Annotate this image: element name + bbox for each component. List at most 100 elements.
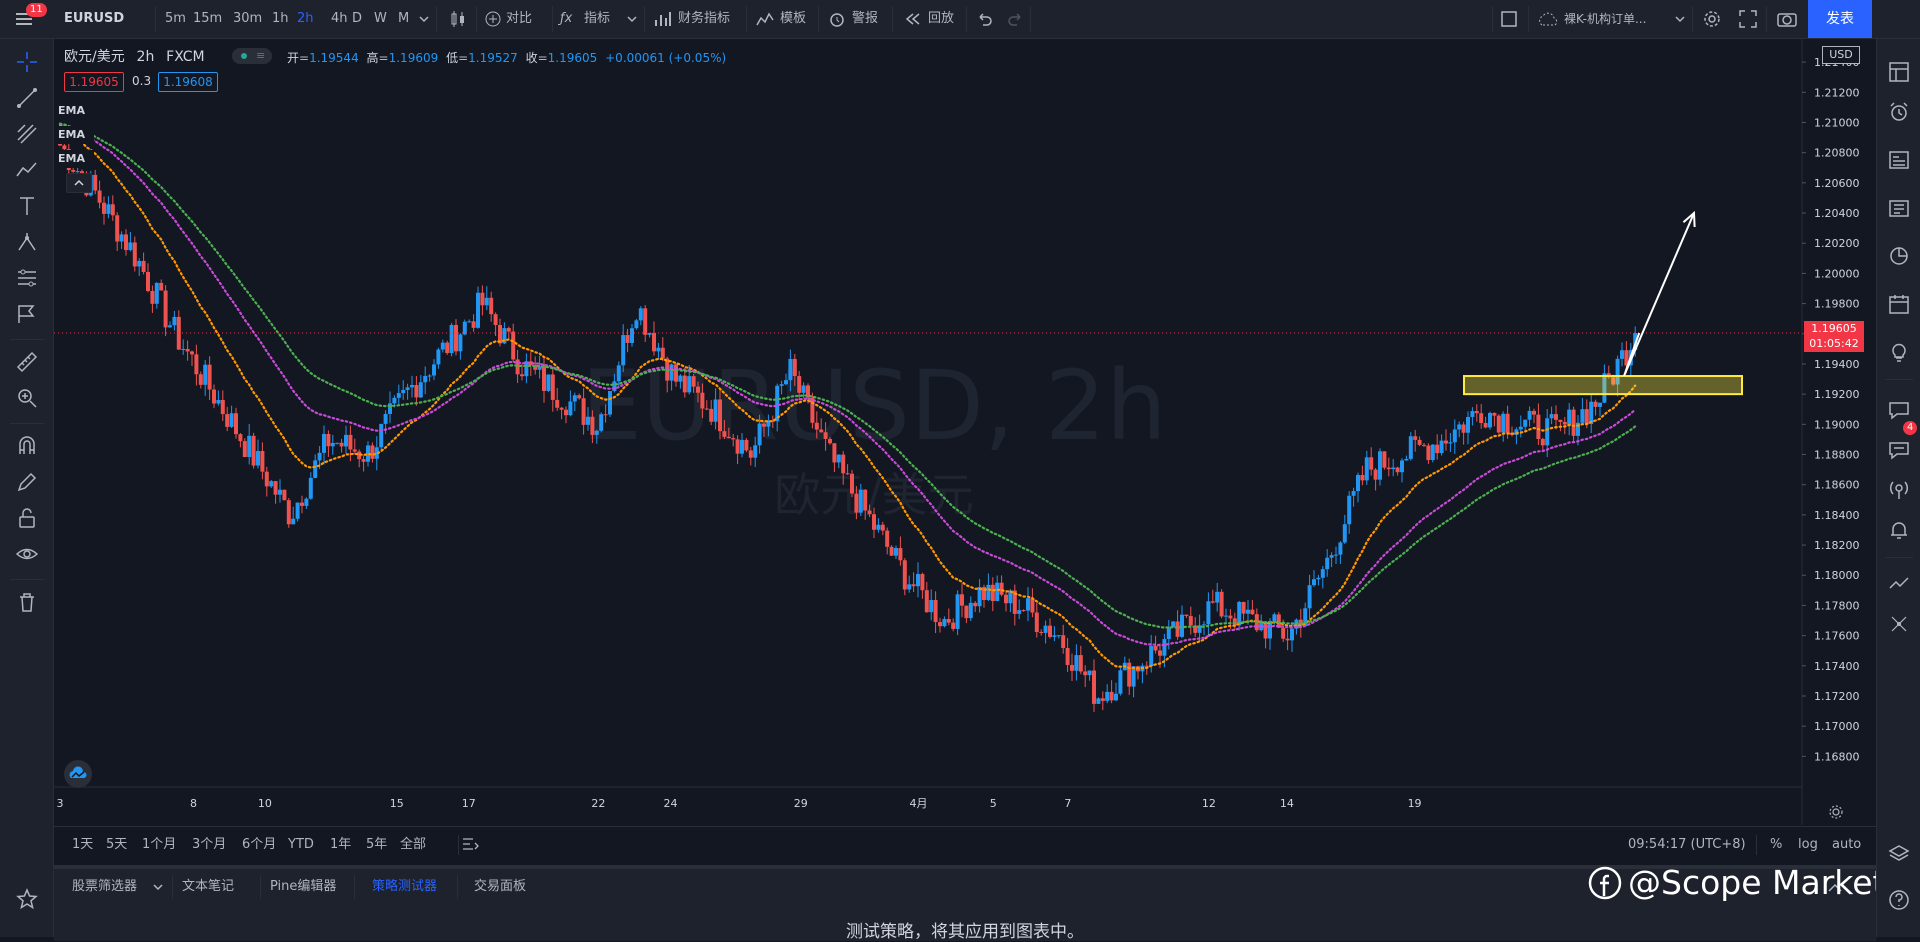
interval-m-button[interactable]: M bbox=[398, 11, 410, 26]
redo-button[interactable] bbox=[1006, 10, 1024, 28]
alerts-panel-button[interactable] bbox=[1884, 97, 1914, 127]
candle-body bbox=[1369, 457, 1374, 470]
toolbar-divider bbox=[10, 339, 44, 340]
chart-logo-button[interactable] bbox=[64, 760, 92, 788]
range-4-button[interactable]: 6个月 bbox=[242, 837, 277, 852]
ema-legend-2[interactable]: EMA bbox=[58, 126, 94, 144]
crosshair-tool[interactable] bbox=[12, 47, 42, 77]
percent-scale-toggle[interactable]: % bbox=[1770, 837, 1783, 852]
interval-4h-button[interactable]: 4h bbox=[331, 11, 348, 26]
interval-5m-button[interactable]: 5m bbox=[165, 11, 186, 26]
interval-2h-button[interactable]: 2h bbox=[297, 11, 314, 26]
range-8-button[interactable]: 全部 bbox=[400, 837, 427, 852]
chart-type-button[interactable] bbox=[448, 9, 468, 29]
magnet-tool[interactable] bbox=[12, 431, 42, 461]
notifications-button[interactable] bbox=[1884, 435, 1914, 465]
templates-button[interactable]: 模板 bbox=[756, 0, 812, 38]
publish-button[interactable]: 发表 bbox=[1808, 0, 1872, 38]
replay-button[interactable]: 回放 bbox=[904, 0, 964, 38]
measure-lines-tool[interactable] bbox=[12, 263, 42, 293]
interval-dropdown-icon[interactable] bbox=[418, 13, 430, 25]
interval-w-button[interactable]: W bbox=[374, 11, 387, 26]
tab-text-notes[interactable]: 文本笔记 bbox=[182, 879, 235, 894]
tab-strategy-tester[interactable]: 策略测试器 bbox=[372, 879, 438, 894]
stock-button[interactable] bbox=[1884, 569, 1914, 599]
range-7-button[interactable]: 5年 bbox=[366, 837, 388, 852]
chevron-down-icon[interactable] bbox=[152, 881, 164, 893]
icons-tool[interactable] bbox=[12, 299, 42, 329]
buy-button[interactable]: 1.19608 bbox=[158, 72, 218, 92]
auto-scale-toggle[interactable]: auto bbox=[1832, 837, 1862, 852]
tab-trading-panel[interactable]: 交易面板 bbox=[474, 879, 527, 894]
undo-button[interactable] bbox=[976, 10, 994, 28]
streams-button[interactable] bbox=[1884, 475, 1914, 505]
tab-stock-screener[interactable]: 股票筛选器 bbox=[72, 879, 138, 894]
interval-15m-button[interactable]: 15m bbox=[193, 11, 223, 26]
data-window-button[interactable] bbox=[1884, 145, 1914, 175]
alert-button[interactable]: 警报 bbox=[828, 0, 884, 38]
ideas-button[interactable] bbox=[1884, 337, 1914, 367]
calendar-button[interactable] bbox=[1884, 289, 1914, 319]
alerts-log-button[interactable] bbox=[1884, 515, 1914, 545]
candle-body bbox=[1281, 627, 1286, 639]
layout-select-button[interactable] bbox=[1500, 10, 1518, 28]
forecast-tool[interactable] bbox=[12, 227, 42, 257]
range-1-button[interactable]: 5天 bbox=[106, 837, 128, 852]
help-button[interactable] bbox=[1884, 885, 1914, 915]
chats-button[interactable] bbox=[1884, 395, 1914, 425]
plus-circle-icon bbox=[485, 11, 501, 27]
news-button[interactable] bbox=[1884, 193, 1914, 223]
collapse-legend-button[interactable] bbox=[66, 173, 92, 193]
ema-legend-1[interactable]: EMA bbox=[58, 102, 94, 120]
time-axis-settings-button[interactable] bbox=[1826, 802, 1846, 822]
ruler-tool[interactable] bbox=[12, 347, 42, 377]
candle-body bbox=[1158, 650, 1162, 656]
price-chart[interactable]: EURUSD, 2h欧元/美元1.214001.212001.210001.20… bbox=[54, 39, 1876, 825]
candle-body bbox=[212, 389, 216, 404]
currency-label[interactable]: USD bbox=[1822, 46, 1860, 64]
pattern-tool[interactable] bbox=[12, 155, 42, 185]
candle-body bbox=[674, 364, 678, 382]
range-3-button[interactable]: 3个月 bbox=[192, 837, 227, 852]
range-6-button[interactable]: 1年 bbox=[330, 837, 352, 852]
hotlists-button[interactable] bbox=[1884, 241, 1914, 271]
favorites-tool[interactable] bbox=[12, 884, 42, 914]
goto-date-button[interactable] bbox=[460, 835, 480, 855]
saved-layout-button[interactable]: 裸K-机构订单... bbox=[1536, 0, 1686, 38]
sell-button[interactable]: 1.19605 bbox=[64, 72, 124, 92]
trend-line-tool[interactable] bbox=[12, 83, 42, 113]
range-0-button[interactable]: 1天 bbox=[72, 837, 94, 852]
lock-drawings-tool[interactable] bbox=[12, 503, 42, 533]
indicators-button[interactable]: ƒx 指标 bbox=[560, 0, 640, 38]
range-5-button[interactable]: YTD bbox=[288, 837, 314, 852]
log-scale-toggle[interactable]: log bbox=[1798, 837, 1818, 852]
candle-body bbox=[414, 384, 419, 398]
drawing-mode-tool[interactable] bbox=[12, 467, 42, 497]
fib-tool[interactable] bbox=[12, 119, 42, 149]
maximize-panel-button[interactable] bbox=[1826, 879, 1844, 897]
remove-drawings-tool[interactable] bbox=[12, 587, 42, 617]
clock-display[interactable]: 09:54:17 (UTC+8) bbox=[1628, 837, 1746, 852]
market-status-toggle[interactable]: ≡ bbox=[232, 48, 272, 64]
ema-legend-3[interactable]: EMA bbox=[58, 150, 94, 168]
layers-button[interactable] bbox=[1884, 839, 1914, 869]
zoom-tool[interactable] bbox=[12, 383, 42, 413]
settings-button[interactable] bbox=[1702, 9, 1722, 29]
time-tick-label: 22 bbox=[591, 797, 605, 810]
symbol-search-button[interactable]: EURUSD bbox=[64, 11, 125, 26]
range-2-button[interactable]: 1个月 bbox=[142, 837, 177, 852]
tab-pine-editor[interactable]: Pine编辑器 bbox=[270, 879, 337, 894]
compare-button[interactable]: 对比 bbox=[484, 0, 544, 38]
price-tick-label: 1.20800 bbox=[1814, 147, 1860, 160]
interval-30m-button[interactable]: 30m bbox=[233, 11, 263, 26]
interval-1h-button[interactable]: 1h bbox=[272, 11, 289, 26]
interval-d-button[interactable]: D bbox=[352, 11, 363, 26]
financials-button[interactable]: 财务指标 bbox=[654, 0, 744, 38]
snapshot-button[interactable] bbox=[1776, 9, 1798, 29]
watchlist-button[interactable] bbox=[1884, 57, 1914, 87]
menu-button[interactable] bbox=[14, 9, 36, 29]
hide-drawings-tool[interactable] bbox=[12, 539, 42, 569]
fullscreen-button[interactable] bbox=[1738, 9, 1758, 29]
text-tool[interactable] bbox=[12, 191, 42, 221]
pine-script-button[interactable] bbox=[1884, 609, 1914, 639]
